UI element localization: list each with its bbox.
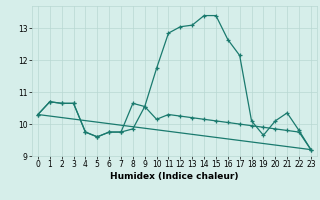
X-axis label: Humidex (Indice chaleur): Humidex (Indice chaleur) (110, 172, 239, 181)
